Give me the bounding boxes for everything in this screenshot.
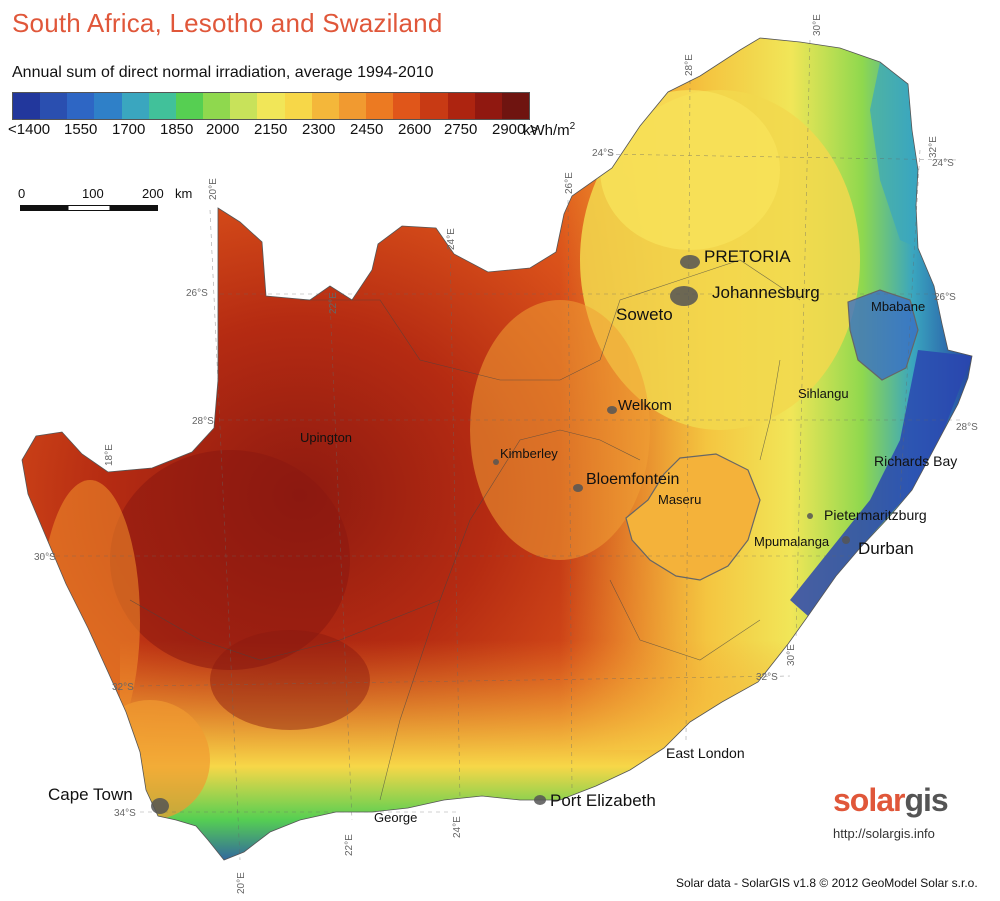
scale-label-0: 0 [18,186,26,201]
grid-label-30e-south: 30°E [786,644,797,666]
grid-label-26e: 26°E [564,172,575,194]
scale-label-100: 100 [82,186,104,201]
city-pietermaritzburg: Pietermaritzburg [824,507,927,523]
scale-label-unit: km [175,186,193,201]
city-pretoria: PRETORIA [704,247,791,266]
legend-swatch [148,93,176,119]
grid-label-22e-south: 22°E [344,834,355,856]
legend-swatch [501,93,529,119]
city-maseru: Maseru [658,492,701,507]
legend-label: 2900 > [492,121,539,138]
city-george: George [374,810,417,825]
grid-label-30s: 30°S [34,552,56,563]
city-east-london: East London [666,745,745,761]
grid-label-24s: 24°S [592,148,614,159]
grid-labels: 30°E 28°E 26°E 24°E 22°E 20°E 18°E 32°E … [34,14,978,894]
legend-label: 1550 [64,121,98,138]
grid-label-26s: 26°S [186,288,208,299]
city-richards-bay: Richards Bay [874,453,957,469]
grid-label-24e: 24°E [446,228,457,250]
scale-label-200: 200 [142,186,164,201]
city-mpumalanga: Mpumalanga [754,534,830,549]
legend-label: 2450 [350,121,384,138]
legend-label: 1700 [112,121,146,138]
grid-label-30e: 30°E [812,14,823,36]
legend-swatch [40,93,68,119]
scale-bar-graphic [20,205,158,211]
city-upington: Upington [300,430,352,445]
grid-label-20e-south: 20°E [236,872,247,894]
grid-label-22e: 22°E [328,292,339,314]
legend-swatch [420,93,448,119]
city-sihlangu: Sihlangu [798,386,849,401]
city-welkom: Welkom [618,397,672,414]
city-port-elizabeth: Port Elizabeth [550,791,656,810]
legend-swatch [366,93,394,119]
city-johannesburg: Johannesburg [712,283,820,302]
legend-swatch [474,93,502,119]
legend-swatch [393,93,421,119]
grid-label-28e: 28°E [684,54,695,76]
legend-swatch [67,93,95,119]
legend-swatch [94,93,122,119]
lesotho-region [625,453,761,581]
data-credit: Solar data - SolarGIS v1.8 © 2012 GeoMod… [676,876,978,890]
city-durban: Durban [858,539,914,558]
grid-label-34s: 34°S [114,808,136,819]
legend-swatch [230,93,258,119]
province-borders [129,259,801,801]
legend-swatch [175,93,204,119]
city-cape-town: Cape Town [48,785,133,804]
legend-swatch [284,93,312,119]
grid-label-28s-east: 28°S [956,422,978,433]
grid-label-18e: 18°E [104,444,115,466]
legend-label: 2750 [444,121,478,138]
legend-swatch [257,93,285,119]
city-kimberley: Kimberley [500,446,558,461]
legend-swatch [203,93,231,119]
legend-label: 2300 [302,121,336,138]
map-subtitle: Annual sum of direct normal irradiation,… [12,64,434,81]
urban-areas [151,255,850,814]
legend-label: <1400 [8,121,51,138]
legend-labels: <1400 1550 1700 1850 2000 2150 2300 2450 2600 275… [8,121,538,141]
map-title: South Africa, Lesotho and Swaziland [12,8,443,38]
grid-label-32s: 32°S [112,682,134,693]
legend-label: 2600 [398,121,432,138]
legend-swatch [311,93,339,119]
legend-unit: kWh/m2 [523,121,576,139]
swaziland-border [847,289,919,381]
legend-swatch [338,93,367,119]
legend-swatch [447,93,475,119]
grid-label-24s-east: 24°S [932,158,954,169]
legend-swatch [13,93,41,119]
grid-label-26s-east: 26°S [934,292,956,303]
scale-bar: 0 100 200 km [18,186,208,216]
solargis-logo: solargis [833,782,949,818]
grid-label-24e-south: 24°E [452,816,463,838]
city-bloemfontein: Bloemfontein [586,471,679,488]
city-labels: PRETORIA Johannesburg Soweto Mbabane Wel… [48,247,957,825]
legend-color-bar [12,92,530,120]
city-soweto: Soweto [616,305,673,324]
legend-swatch [121,93,149,119]
city-mbabane: Mbabane [871,299,925,314]
grid-label-20e: 20°E [208,178,219,200]
grid-label-32e: 32°E [928,136,939,158]
grid-label-32s-east: 32°S [756,672,778,683]
solargis-url: http://solargis.info [833,826,935,841]
legend-label: 2000 [206,121,240,138]
grid-label-28s: 28°S [192,416,214,427]
legend-label: 2150 [254,121,288,138]
legend-label: 1850 [160,121,194,138]
graticule [40,39,961,861]
